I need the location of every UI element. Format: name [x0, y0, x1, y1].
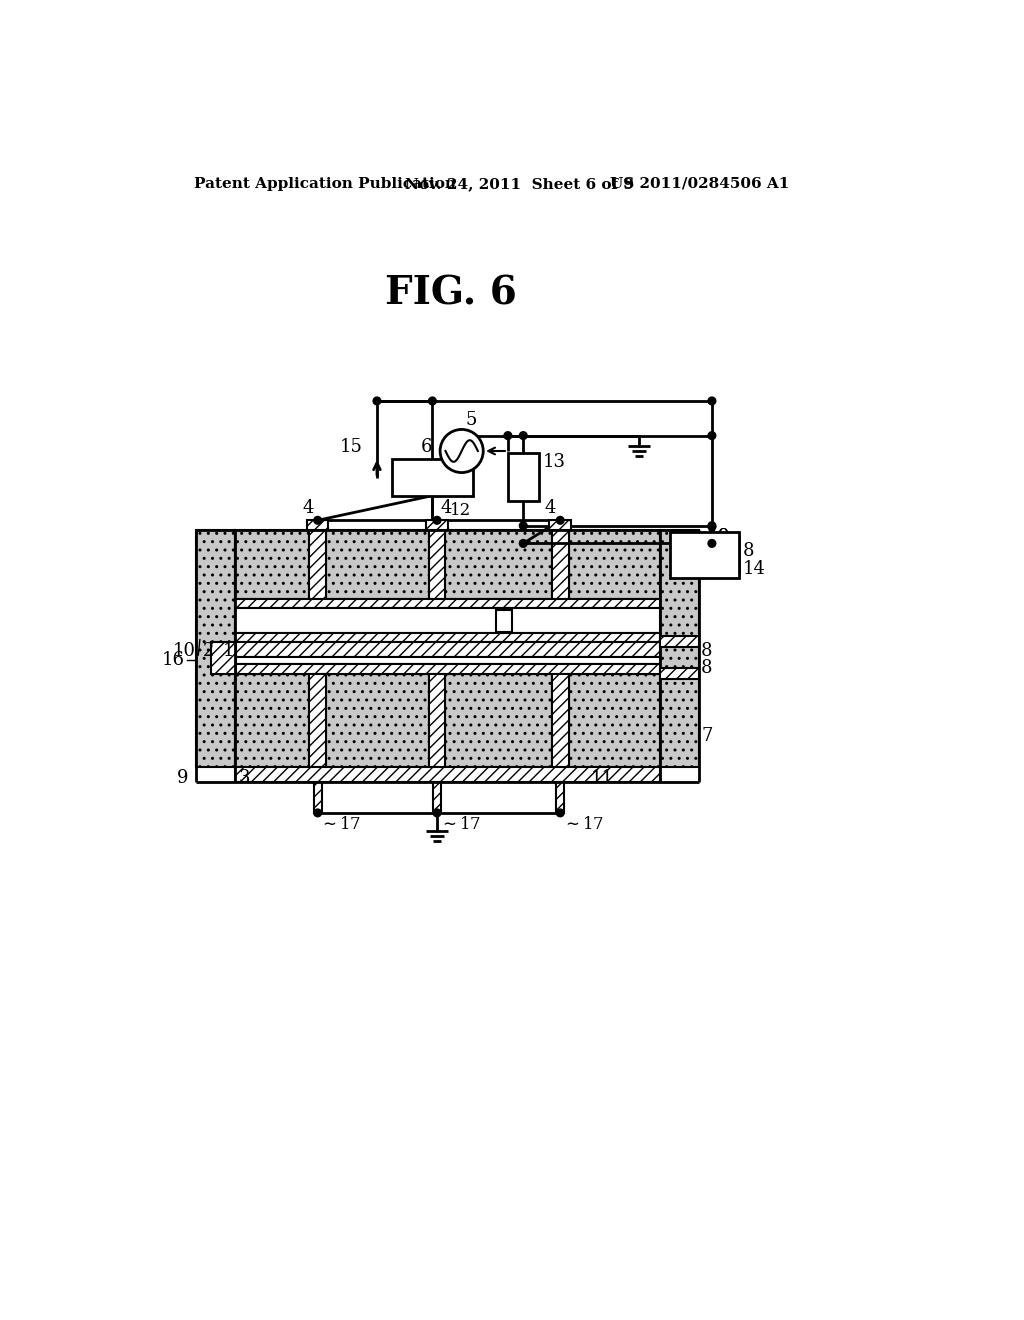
Bar [426, 520, 447, 529]
Bar [211, 642, 237, 675]
Text: US 2011/0284506 A1: US 2011/0284506 A1 [609, 177, 788, 191]
Text: 4: 4 [302, 499, 313, 517]
Bar [552, 529, 568, 599]
Bar [556, 781, 564, 813]
Bar [660, 529, 698, 767]
Bar [568, 675, 660, 767]
Bar [670, 532, 739, 578]
Text: 5: 5 [466, 412, 477, 429]
Circle shape [373, 397, 381, 405]
Bar [550, 520, 571, 529]
Bar [552, 675, 568, 767]
Bar [445, 675, 552, 767]
Bar [392, 459, 473, 496]
Text: 10: 10 [173, 643, 196, 660]
Bar [234, 599, 660, 609]
Bar [234, 642, 660, 657]
Text: 7: 7 [701, 727, 713, 744]
Circle shape [519, 521, 527, 529]
Bar [234, 664, 660, 675]
Circle shape [433, 809, 441, 817]
Bar [326, 529, 429, 599]
Text: Nov. 24, 2011  Sheet 6 of 9: Nov. 24, 2011 Sheet 6 of 9 [404, 177, 634, 191]
Text: 2: 2 [203, 643, 214, 660]
Bar [234, 529, 309, 599]
Text: 8: 8 [701, 643, 713, 660]
Bar [234, 634, 660, 642]
Circle shape [440, 429, 483, 473]
Circle shape [313, 516, 322, 524]
Text: FIG. 6: FIG. 6 [385, 275, 516, 312]
Circle shape [556, 809, 564, 817]
Text: 4: 4 [545, 499, 556, 517]
Text: 4: 4 [441, 499, 453, 517]
Circle shape [519, 540, 527, 548]
Text: 9: 9 [718, 528, 729, 546]
Bar [234, 675, 309, 767]
Text: 9: 9 [718, 528, 729, 546]
Text: 11: 11 [591, 770, 614, 787]
Text: 1: 1 [223, 643, 234, 660]
Text: 15: 15 [340, 438, 364, 457]
Circle shape [429, 397, 436, 405]
Text: 13: 13 [543, 453, 565, 471]
Text: 3: 3 [239, 770, 250, 787]
Circle shape [556, 516, 564, 524]
Bar [429, 529, 445, 599]
Bar [234, 657, 660, 664]
Text: 6: 6 [421, 438, 432, 457]
Bar [234, 767, 660, 781]
Bar [660, 636, 698, 647]
Bar [429, 675, 445, 767]
Text: $\sim$17: $\sim$17 [438, 816, 481, 833]
Circle shape [458, 432, 466, 440]
Bar [508, 453, 539, 502]
Text: M. B: M. B [409, 469, 456, 486]
Bar [660, 668, 698, 678]
Circle shape [433, 516, 441, 524]
Bar [234, 609, 660, 634]
Circle shape [708, 540, 716, 548]
Bar [433, 781, 441, 813]
Bar [309, 529, 326, 599]
Text: 16: 16 [162, 652, 184, 669]
Text: $\sim$17: $\sim$17 [319, 816, 361, 833]
Text: 14: 14 [742, 560, 766, 578]
Text: $\sim$17: $\sim$17 [562, 816, 604, 833]
Bar [307, 520, 329, 529]
Circle shape [504, 432, 512, 440]
Circle shape [708, 521, 716, 529]
Circle shape [708, 432, 716, 440]
Bar [568, 529, 660, 599]
Text: Patent Application Publication: Patent Application Publication [194, 177, 456, 191]
Text: 9: 9 [177, 770, 188, 787]
Bar [309, 675, 326, 767]
Bar [196, 529, 234, 767]
Bar [313, 781, 322, 813]
Text: 8: 8 [742, 543, 755, 560]
Text: 12: 12 [451, 502, 471, 519]
Text: 8: 8 [701, 659, 713, 677]
Bar [326, 675, 429, 767]
Bar [445, 529, 552, 599]
Bar [497, 610, 512, 632]
Circle shape [708, 397, 716, 405]
Circle shape [519, 432, 527, 440]
Circle shape [313, 809, 322, 817]
